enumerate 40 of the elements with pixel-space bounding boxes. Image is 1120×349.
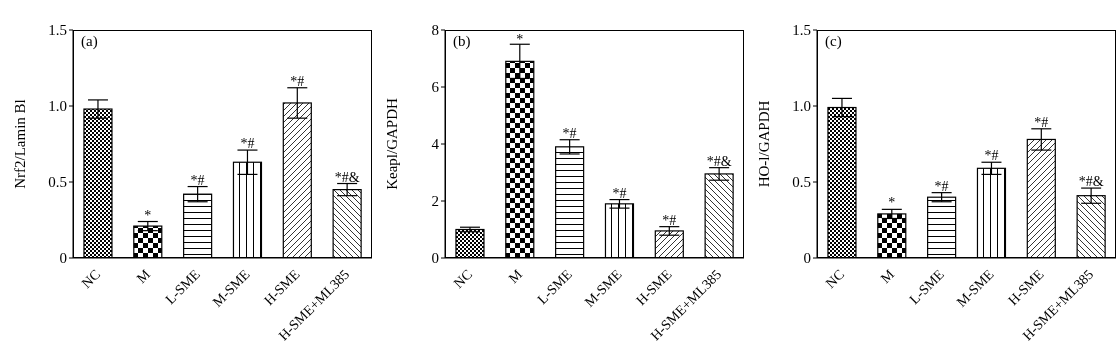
y-axis-title: Nrf2/Lamin Bl (12, 99, 29, 189)
x-tick-label: M (133, 266, 154, 287)
annotation: (b) (453, 33, 471, 50)
y-tick-label: 1.0 (792, 98, 811, 115)
y-tick-label: 0.5 (792, 174, 811, 191)
x-tick-label: NC (450, 266, 476, 292)
y-tick-label: 0 (431, 250, 439, 267)
annotation: *# (984, 148, 999, 164)
annotation: * (888, 195, 896, 211)
annotation: *# (190, 172, 205, 188)
y-tick-label: 8 (431, 22, 439, 39)
y-tick-label: 6 (431, 79, 440, 96)
annotation: *#& (334, 169, 360, 185)
annotation: *#& (706, 153, 732, 169)
y-tick-label: 2 (431, 193, 439, 210)
y-tick-label: 0 (803, 250, 811, 267)
y-tick-label: 0 (59, 250, 67, 267)
y-axis-title: Keapl/GAPDH (384, 98, 401, 190)
y-tick-label: 4 (431, 136, 440, 153)
x-tick-label: NC (78, 266, 104, 292)
annotation: * (516, 31, 524, 47)
y-tick-label: 1.0 (48, 98, 67, 115)
annotation: *# (562, 125, 577, 141)
y-tick-label: 0.5 (48, 174, 67, 191)
annotation: (a) (81, 33, 98, 50)
y-axis-title: HO-l/GAPDH (756, 100, 773, 188)
annotation: *# (662, 212, 677, 228)
annotation: * (144, 207, 152, 223)
annotation: (c) (825, 33, 842, 50)
annotation: *# (290, 73, 305, 89)
y-tick-label: 1.5 (792, 22, 811, 39)
y-tick-label: 1.5 (48, 22, 67, 39)
annotation: *# (240, 136, 255, 152)
annotation: *# (934, 178, 949, 194)
annotation: *# (612, 185, 627, 201)
x-tick-label: NC (822, 266, 848, 292)
annotation: *#& (1078, 174, 1104, 190)
annotation: *# (1034, 114, 1049, 130)
x-tick-label: M (877, 266, 898, 287)
x-tick-label: M (505, 266, 526, 287)
